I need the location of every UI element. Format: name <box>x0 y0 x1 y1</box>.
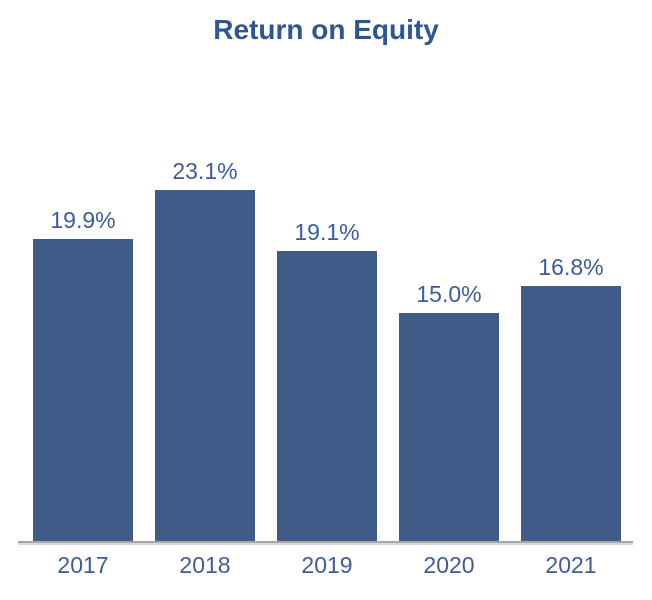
bar-value-label-2020: 15.0% <box>416 281 482 307</box>
x-axis-label-2021: 2021 <box>545 552 597 578</box>
bar-value-label-2019: 19.1% <box>294 219 360 245</box>
bar-2020 <box>399 313 499 541</box>
x-axis-label-2020: 2020 <box>423 552 475 578</box>
bar-2019 <box>277 251 377 541</box>
bar-2017 <box>33 239 133 541</box>
bar-value-label-2021: 16.8% <box>538 254 604 280</box>
bar-value-label-2017: 19.9% <box>50 207 116 233</box>
x-axis-label-2018: 2018 <box>179 552 231 578</box>
x-axis-label-2019: 2019 <box>301 552 353 578</box>
chart-title: Return on Equity <box>213 14 439 45</box>
bar-group-2020: 15.0% <box>399 281 499 541</box>
bar-group-2018: 23.1% <box>155 158 255 541</box>
x-axis-line <box>18 541 633 545</box>
bar-2021 <box>521 286 621 541</box>
bar-2018 <box>155 190 255 541</box>
bars-container: 19.9% 23.1% 19.1% 15.0% 16.8% <box>33 0 621 541</box>
bar-group-2021: 16.8% <box>521 254 621 541</box>
x-axis-labels: 2017 2018 2019 2020 2021 <box>33 551 621 579</box>
x-axis-label-2017: 2017 <box>57 552 109 578</box>
bar-group-2017: 19.9% <box>33 207 133 541</box>
bar-value-label-2018: 23.1% <box>172 158 238 184</box>
bar-group-2019: 19.1% <box>277 219 377 541</box>
